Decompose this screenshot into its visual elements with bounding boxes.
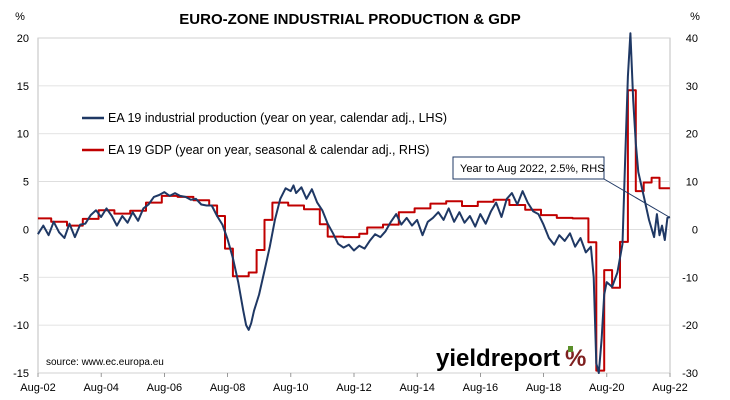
- gridlines: [38, 37, 670, 374]
- x-tick-label: Aug-14: [399, 382, 434, 394]
- x-tick-label: Aug-06: [147, 382, 182, 394]
- logo-green-mark: [568, 346, 573, 352]
- chart-title: EURO-ZONE INDUSTRIAL PRODUCTION & GDP: [179, 11, 520, 28]
- right-tick-label: -30: [682, 368, 698, 380]
- source-note: source: www.ec.europa.eu: [46, 357, 164, 368]
- right-tick-label: 20: [686, 129, 698, 141]
- legend-label-gdp: EA 19 GDP (year on year, seasonal & cale…: [108, 143, 429, 157]
- right-tick-label: 0: [692, 224, 698, 236]
- series-line-gdp: [37, 89, 670, 372]
- right-tick-label: 40: [686, 33, 698, 45]
- x-tick-label: Aug-02: [20, 382, 55, 394]
- logo-wordmark: yieldreport: [436, 345, 560, 372]
- left-tick-label: 20: [17, 33, 29, 45]
- right-axis-unit: %: [690, 11, 700, 23]
- right-tick-label: 30: [686, 81, 698, 93]
- left-tick-label: -15: [13, 368, 29, 380]
- yieldreport-logo: yieldreport %: [436, 345, 586, 372]
- x-tick-label: Aug-04: [83, 382, 118, 394]
- annotation-leader-line: [603, 178, 671, 218]
- x-tick-label: Aug-12: [336, 382, 371, 394]
- left-axis-unit: %: [15, 11, 25, 23]
- x-tick-label: Aug-08: [210, 382, 245, 394]
- annotation-box: [452, 156, 605, 180]
- series-line-industrial-production: [37, 32, 671, 374]
- left-tick-label: 15: [17, 81, 29, 93]
- right-tick-label: -20: [682, 320, 698, 332]
- left-tick-label: -10: [13, 320, 29, 332]
- x-tick-label: Aug-16: [463, 382, 498, 394]
- legend-label-industrial-production: EA 19 industrial production (year on yea…: [108, 111, 447, 125]
- x-tick-label: Aug-10: [273, 382, 308, 394]
- left-tick-label: 0: [23, 224, 29, 236]
- x-tick-label: Aug-22: [652, 382, 687, 394]
- left-tick-label: 5: [23, 177, 29, 189]
- x-axis: Aug-02 Aug-04 Aug-06 Aug-08 Aug-10 Aug-12 Aug-…: [20, 373, 688, 394]
- annotation-callout: Year to Aug 2022, 2.5%, RHS: [452, 156, 671, 218]
- right-axis: 40 30 20 10 0 -10 -20 -30: [682, 33, 698, 380]
- x-tick-label: Aug-18: [526, 382, 561, 394]
- series-layer: [37, 32, 671, 374]
- plot-area: [37, 37, 671, 374]
- right-tick-label: -10: [682, 272, 698, 284]
- left-tick-label: 10: [17, 129, 29, 141]
- right-tick-label: 10: [686, 177, 698, 189]
- left-tick-label: -5: [19, 272, 29, 284]
- left-axis: 20 15 10 5 0 -5 -10 -15: [13, 33, 29, 380]
- annotation-text: Year to Aug 2022, 2.5%, RHS: [460, 163, 605, 175]
- x-tick-label: Aug-20: [589, 382, 624, 394]
- legend: EA 19 industrial production (year on yea…: [82, 111, 447, 157]
